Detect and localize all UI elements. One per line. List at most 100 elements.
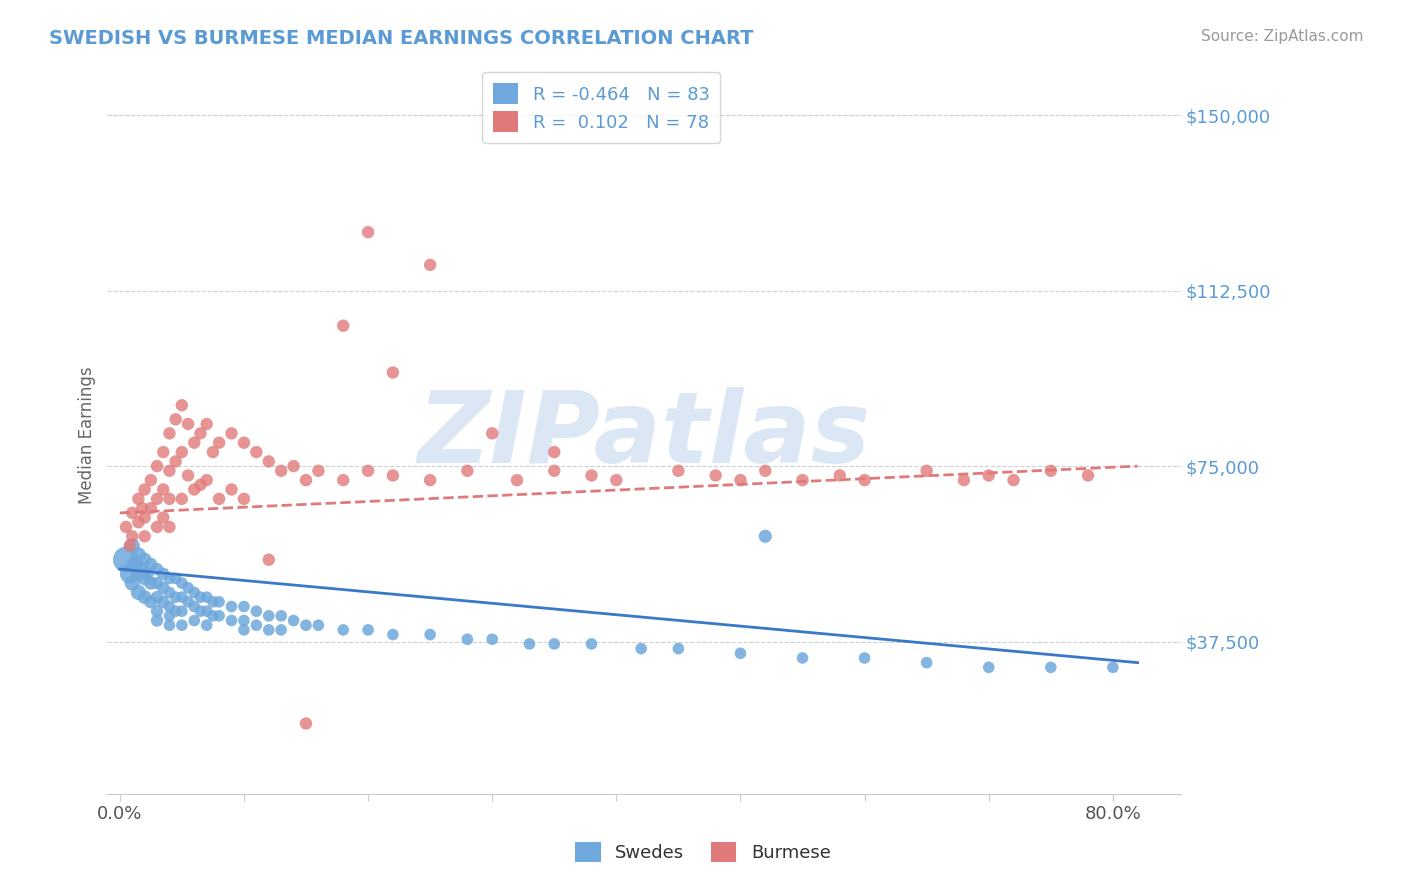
Point xyxy=(953,473,976,487)
Point xyxy=(977,660,1000,674)
Point xyxy=(381,366,404,380)
Point xyxy=(754,464,776,478)
Point xyxy=(221,599,243,614)
Point xyxy=(543,445,565,459)
Point xyxy=(357,623,380,637)
Point xyxy=(666,464,689,478)
Point xyxy=(332,623,354,637)
Point xyxy=(232,435,254,450)
Point xyxy=(177,595,200,609)
Point xyxy=(146,520,169,534)
Point xyxy=(208,595,231,609)
Point xyxy=(456,632,478,647)
Point xyxy=(190,478,212,492)
Point xyxy=(170,604,193,618)
Point xyxy=(201,608,224,623)
Point xyxy=(195,618,218,632)
Point xyxy=(152,483,174,497)
Point xyxy=(134,552,156,566)
Point xyxy=(792,473,814,487)
Point xyxy=(165,571,187,585)
Point xyxy=(357,225,380,239)
Point xyxy=(257,552,280,566)
Point xyxy=(232,614,254,628)
Point xyxy=(307,618,329,632)
Point xyxy=(195,473,218,487)
Point xyxy=(283,459,305,474)
Point xyxy=(170,445,193,459)
Point xyxy=(124,558,146,572)
Point xyxy=(208,435,231,450)
Point xyxy=(134,510,156,524)
Point xyxy=(704,468,727,483)
Point xyxy=(730,473,752,487)
Point xyxy=(853,651,876,665)
Point xyxy=(136,566,159,581)
Point xyxy=(853,473,876,487)
Point xyxy=(146,614,169,628)
Point xyxy=(245,445,267,459)
Point xyxy=(121,529,143,543)
Point xyxy=(134,483,156,497)
Point xyxy=(127,515,149,529)
Point xyxy=(170,576,193,591)
Point xyxy=(419,473,441,487)
Point xyxy=(146,590,169,604)
Point xyxy=(208,608,231,623)
Point xyxy=(245,604,267,618)
Point xyxy=(134,529,156,543)
Point xyxy=(195,417,218,431)
Point xyxy=(1039,660,1062,674)
Point xyxy=(754,529,776,543)
Point xyxy=(190,590,212,604)
Point xyxy=(190,426,212,441)
Point xyxy=(146,576,169,591)
Point xyxy=(127,585,149,599)
Point xyxy=(134,590,156,604)
Point xyxy=(270,464,292,478)
Point xyxy=(221,426,243,441)
Point xyxy=(177,417,200,431)
Point xyxy=(232,491,254,506)
Point xyxy=(183,585,205,599)
Point xyxy=(208,491,231,506)
Point xyxy=(221,483,243,497)
Point xyxy=(295,618,318,632)
Point xyxy=(232,623,254,637)
Point xyxy=(456,464,478,478)
Point xyxy=(139,501,162,516)
Point xyxy=(195,590,218,604)
Point xyxy=(139,576,162,591)
Point xyxy=(792,651,814,665)
Point xyxy=(581,468,603,483)
Point xyxy=(730,646,752,660)
Text: SWEDISH VS BURMESE MEDIAN EARNINGS CORRELATION CHART: SWEDISH VS BURMESE MEDIAN EARNINGS CORRE… xyxy=(49,29,754,47)
Point xyxy=(146,604,169,618)
Point xyxy=(152,445,174,459)
Point xyxy=(183,599,205,614)
Point xyxy=(170,491,193,506)
Point xyxy=(159,464,181,478)
Point xyxy=(977,468,1000,483)
Point xyxy=(915,464,938,478)
Point xyxy=(165,590,187,604)
Point xyxy=(1077,468,1099,483)
Text: Source: ZipAtlas.com: Source: ZipAtlas.com xyxy=(1201,29,1364,44)
Point xyxy=(519,637,541,651)
Legend: Swedes, Burmese: Swedes, Burmese xyxy=(568,834,838,870)
Point xyxy=(506,473,529,487)
Point xyxy=(581,637,603,651)
Point xyxy=(332,473,354,487)
Point xyxy=(283,614,305,628)
Point xyxy=(605,473,627,487)
Point xyxy=(543,637,565,651)
Point xyxy=(139,473,162,487)
Point xyxy=(170,590,193,604)
Point xyxy=(543,464,565,478)
Point xyxy=(245,618,267,632)
Point xyxy=(170,618,193,632)
Point xyxy=(152,566,174,581)
Point xyxy=(146,491,169,506)
Point xyxy=(1002,473,1025,487)
Point xyxy=(381,627,404,641)
